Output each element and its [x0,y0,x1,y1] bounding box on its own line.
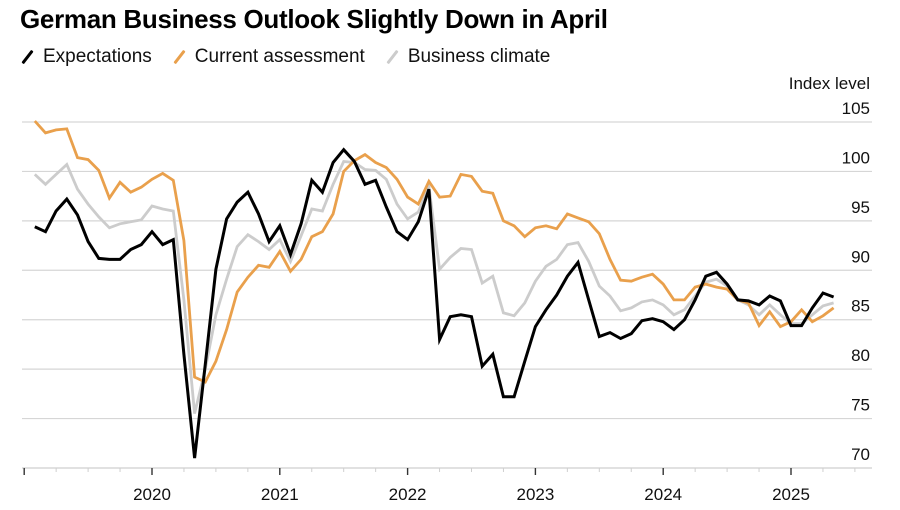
series-line-expectations [34,147,835,459]
legend-item-current-assessment: Current assessment [172,46,365,68]
legend-item-expectations: Expectations [20,46,152,68]
x-axis: 2020 2021 2022 2023 2024 2025 [22,467,872,504]
x-tick-label: 2025 [772,485,810,504]
legend-label-business-climate: Business climate [407,46,551,67]
y-tick-label: 90 [851,247,870,266]
x-tick-label: 2023 [516,485,554,504]
y-tick-label: 75 [851,396,870,415]
legend-item-business-climate: Business climate [385,46,551,68]
y-tick-label: 100 [842,148,870,167]
y-tick-label: 95 [851,198,870,217]
legend-label-current-assessment: Current assessment [194,46,365,67]
y-axis: 105 100 95 90 85 80 75 70 [842,99,870,464]
x-tick-label: 2021 [261,485,299,504]
y-tick-label: 85 [851,297,870,316]
gridlines [22,121,872,420]
chart-title: German Business Outlook Slightly Down in… [20,4,608,34]
x-tick-label: 2020 [133,485,171,504]
series-lines [33,120,835,459]
legend: Expectations Current assessment Business… [20,46,570,68]
x-tick-label: 2022 [389,485,427,504]
legend-label-expectations: Expectations [43,46,152,67]
y-tick-label: 105 [842,99,870,118]
y-tick-label: 80 [851,346,870,365]
y-tick-label: 70 [851,445,870,464]
x-tick-label: 2024 [644,485,682,504]
y-axis-label: Index level [788,74,870,93]
